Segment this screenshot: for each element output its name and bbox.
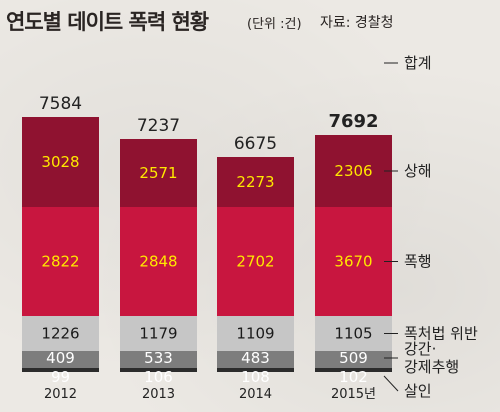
bar-value-label: 1179 xyxy=(139,325,177,343)
bar-value-label: 2306 xyxy=(334,162,372,180)
bar-value-label: 409 xyxy=(46,349,75,367)
bar-value-label: 2848 xyxy=(139,253,177,271)
bar-segment xyxy=(22,351,99,368)
bar-segment xyxy=(120,316,197,351)
bar-segment xyxy=(315,207,392,316)
total-label: 6675 xyxy=(234,134,277,154)
bar-segment xyxy=(315,351,392,368)
bar-segment xyxy=(22,117,99,207)
total-label: 7584 xyxy=(39,94,82,114)
bar-segment xyxy=(120,207,197,316)
legend-label: 강간· xyxy=(404,340,436,358)
bar-value-label: 2702 xyxy=(236,253,274,271)
bar-segment xyxy=(315,316,392,351)
total-label: 7237 xyxy=(137,116,180,136)
bar-value-label: 1105 xyxy=(334,325,372,343)
bar-segment xyxy=(22,316,99,351)
bar-segment xyxy=(120,139,197,207)
legend-label: 합계 xyxy=(404,54,432,72)
bar-segment xyxy=(315,135,392,207)
legend-label: 폭처법 위반 xyxy=(404,325,478,343)
legend-label: 강제추행 xyxy=(404,358,459,376)
bar-value-label: 483 xyxy=(241,349,270,367)
bar-segment xyxy=(217,351,294,368)
x-tick-label: 2015년 xyxy=(331,387,376,402)
bar-value-label: 108 xyxy=(241,368,270,386)
bar-segment xyxy=(315,368,392,372)
bar-segment xyxy=(22,368,99,372)
bar-segment xyxy=(217,368,294,372)
bar-segment xyxy=(217,316,294,351)
legend-label: 살인 xyxy=(404,382,432,400)
legend-label: 폭행 xyxy=(404,253,432,271)
bar-segment xyxy=(217,207,294,316)
bar-value-label: 99 xyxy=(51,368,70,386)
legend-label: 상해 xyxy=(404,162,432,180)
unit-label: (단위 :건) xyxy=(247,17,302,32)
bar-value-label: 106 xyxy=(144,368,173,386)
bar-segment xyxy=(120,368,197,372)
bar-value-label: 1226 xyxy=(41,325,79,343)
legend-leader-line xyxy=(383,375,399,392)
bar-value-label: 2822 xyxy=(41,253,79,271)
chart-title: 연도별 데이트 폭력 현황 xyxy=(6,10,209,34)
x-tick-label: 2014 xyxy=(239,387,272,402)
bar-segment xyxy=(22,207,99,316)
bar-value-label: 3028 xyxy=(41,153,79,171)
bar-value-label: 533 xyxy=(144,349,173,367)
bar-segment xyxy=(217,157,294,207)
x-tick-label: 2012 xyxy=(44,387,77,402)
bar-value-label: 509 xyxy=(339,349,368,367)
bar-value-label: 102 xyxy=(339,368,368,386)
total-label: 7692 xyxy=(328,111,378,132)
bar-value-label: 1109 xyxy=(236,325,274,343)
bar-segment xyxy=(120,351,197,368)
x-tick-label: 2013 xyxy=(142,387,175,402)
bar-value-label: 2571 xyxy=(139,164,177,182)
source-label: 자료: 경찰청 xyxy=(320,15,394,31)
bar-value-label: 3670 xyxy=(334,253,372,271)
bar-value-label: 2273 xyxy=(236,173,274,191)
